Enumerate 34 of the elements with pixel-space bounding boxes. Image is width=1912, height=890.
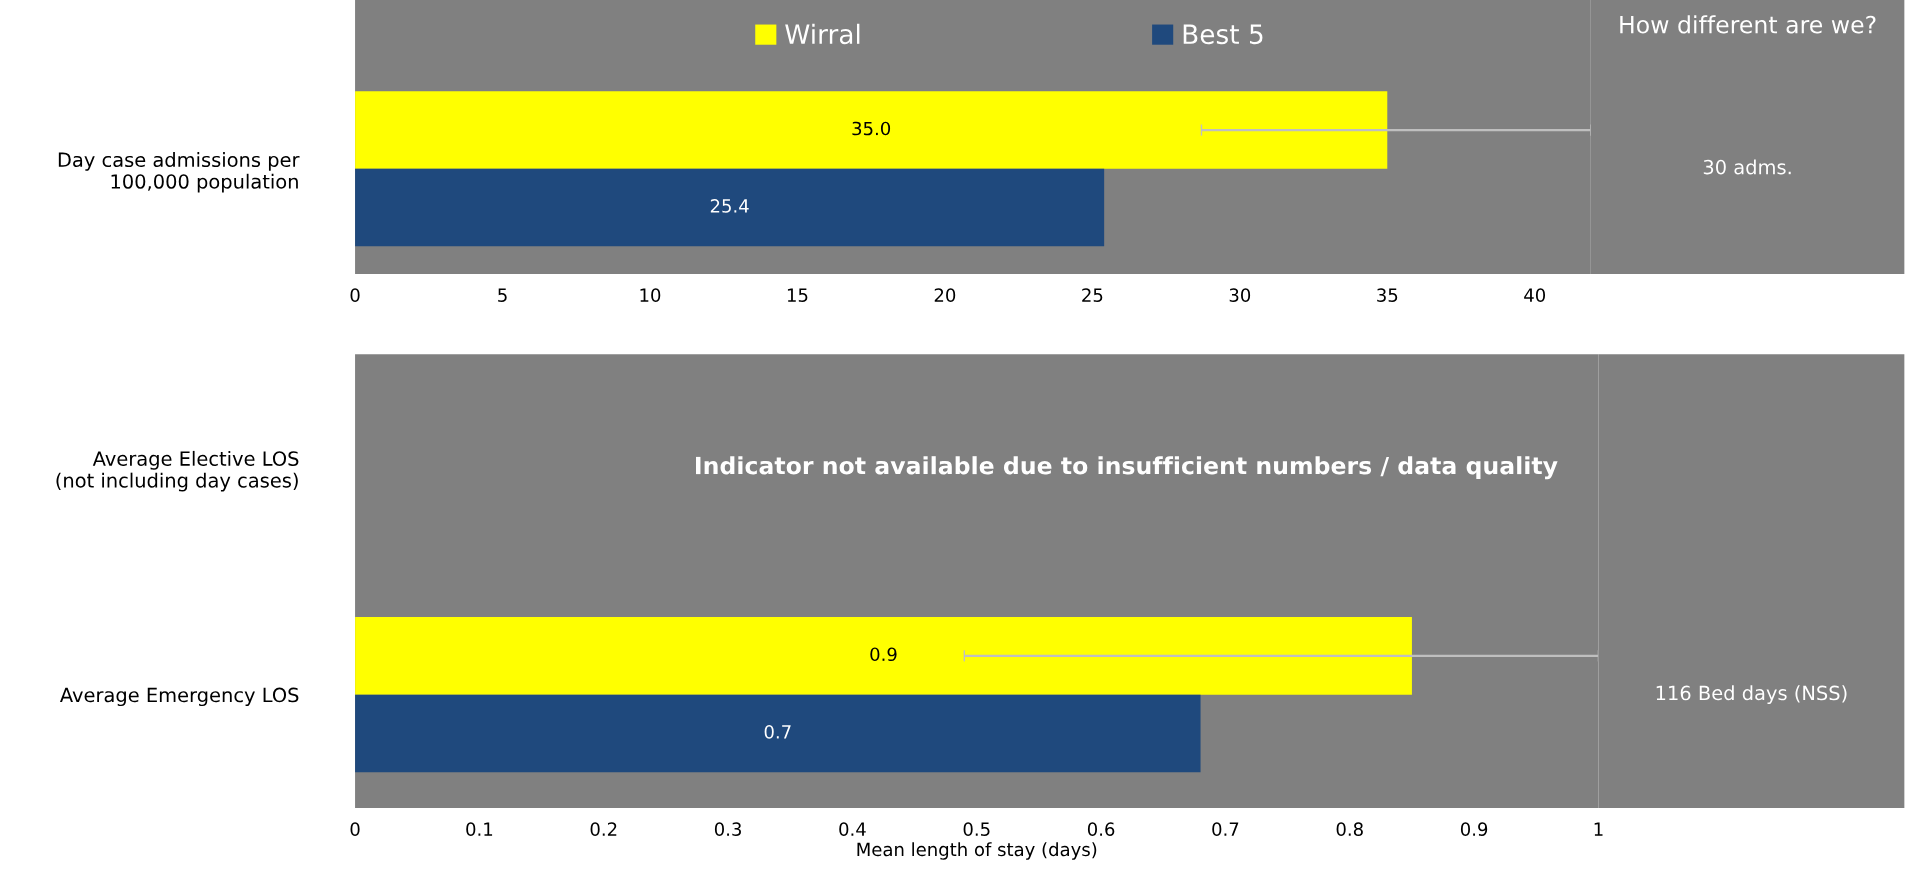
x-tick-label: 30 [1229, 288, 1251, 302]
legend-label: Wirral [785, 23, 860, 45]
legend-label: Best 5 [1183, 24, 1263, 45]
x-tick-label: 0.8 [1336, 822, 1363, 836]
x-tick-label: 0.7 [1212, 822, 1239, 836]
data-label: 25.4 [710, 199, 749, 213]
data-label: 0.9 [870, 647, 897, 662]
x-tick-label: 10 [640, 288, 661, 302]
data-label: 35.0 [852, 121, 891, 136]
y-tick-label: Average Elective LOS (not including day cases) [56, 450, 299, 492]
x-tick-label: 0.6 [1087, 822, 1115, 836]
x-tick-label: 0.9 [1460, 822, 1488, 836]
x-tick-label: 0.4 [839, 822, 866, 836]
data-label: 0.7 [764, 725, 791, 739]
x-tick-label: 1 [1594, 822, 1603, 836]
x-tick-label: 0.5 [963, 822, 990, 836]
text: How different are we? [1620, 15, 1876, 34]
text: 30 adms. [1703, 159, 1791, 175]
x-tick-label: 5 [498, 288, 507, 302]
x-tick-label: 0 [350, 288, 360, 302]
x-tick-label: 25 [1082, 288, 1103, 302]
x-tick-label: 40 [1524, 288, 1546, 302]
x-tick-label: 0.1 [466, 822, 493, 836]
x-tick-label: 35 [1377, 288, 1398, 302]
x-tick-label: 0 [350, 822, 360, 836]
x-axis-title: Mean length of stay (days) [857, 842, 1097, 860]
y-tick-label: Day case admissions per 100,000 population [58, 152, 300, 193]
x-tick-label: 0.3 [714, 822, 741, 836]
x-tick-label: 20 [934, 288, 956, 302]
x-tick-label: 0.2 [590, 822, 617, 836]
x-tick-label: 15 [787, 288, 808, 302]
y-tick-label: Average Emergency LOS [59, 687, 299, 707]
text: 116 Bed days (NSS) [1656, 685, 1847, 705]
annotation: Indicator not available due to insufficient numbers / data quality [696, 456, 1558, 480]
